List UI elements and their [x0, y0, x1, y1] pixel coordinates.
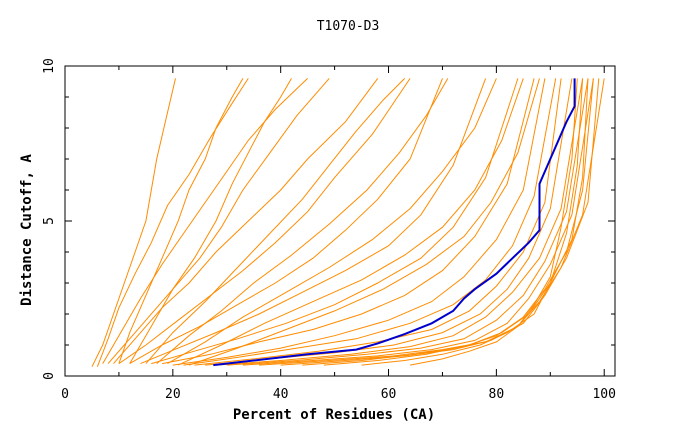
model-series-line — [107, 78, 330, 364]
model-series-line — [323, 78, 589, 366]
model-series-line — [188, 78, 540, 366]
model-series-line — [215, 78, 584, 366]
model-series-line — [177, 78, 524, 366]
y-axis-label: Distance Cutoff, A — [19, 154, 35, 306]
y-tick-label: 5 — [42, 217, 57, 225]
model-series-line — [194, 78, 562, 366]
model-series-line — [113, 78, 379, 364]
model-series-line — [102, 78, 308, 364]
model-series-line — [151, 78, 519, 365]
model-series-line — [96, 78, 249, 367]
plot-frame — [64, 65, 616, 377]
y-tick-label: 0 — [42, 372, 57, 380]
model-series-line — [156, 78, 449, 364]
x-tick-label: 0 — [61, 387, 69, 402]
x-tick-label: 80 — [489, 387, 505, 402]
y-axis-ticks: 0 5 10 — [42, 58, 615, 380]
model-series-line — [242, 78, 594, 366]
model-series-line — [118, 78, 411, 365]
model-series-line — [167, 78, 497, 365]
chart-title: T1070-D3 — [317, 19, 380, 34]
model-series-line — [162, 78, 535, 365]
x-tick-label: 40 — [273, 387, 289, 402]
model-series-line — [302, 78, 594, 366]
highlight-series-line — [213, 78, 576, 367]
x-tick-label: 20 — [165, 387, 181, 402]
model-series-line — [226, 78, 589, 366]
model-series-line — [410, 78, 578, 366]
model-series-line — [129, 78, 292, 364]
highlight-series-group — [213, 78, 576, 367]
model-series-line — [172, 78, 546, 366]
model-series-line — [145, 78, 406, 364]
model-series-line — [280, 78, 600, 366]
model-series-line — [91, 78, 176, 367]
x-tick-label: 60 — [381, 387, 397, 402]
y-tick-label: 10 — [42, 58, 57, 74]
x-axis-label: Percent of Residues (CA) — [233, 407, 435, 423]
model-series-line — [129, 78, 443, 365]
model-series-line — [118, 78, 244, 364]
model-series-line — [140, 78, 487, 365]
model-series-line — [183, 78, 557, 366]
model-series-line — [259, 78, 605, 366]
model-series-group — [91, 78, 605, 367]
x-axis-ticks: 0 20 40 60 80 100 — [61, 66, 616, 402]
x-tick-label: 100 — [592, 387, 615, 402]
